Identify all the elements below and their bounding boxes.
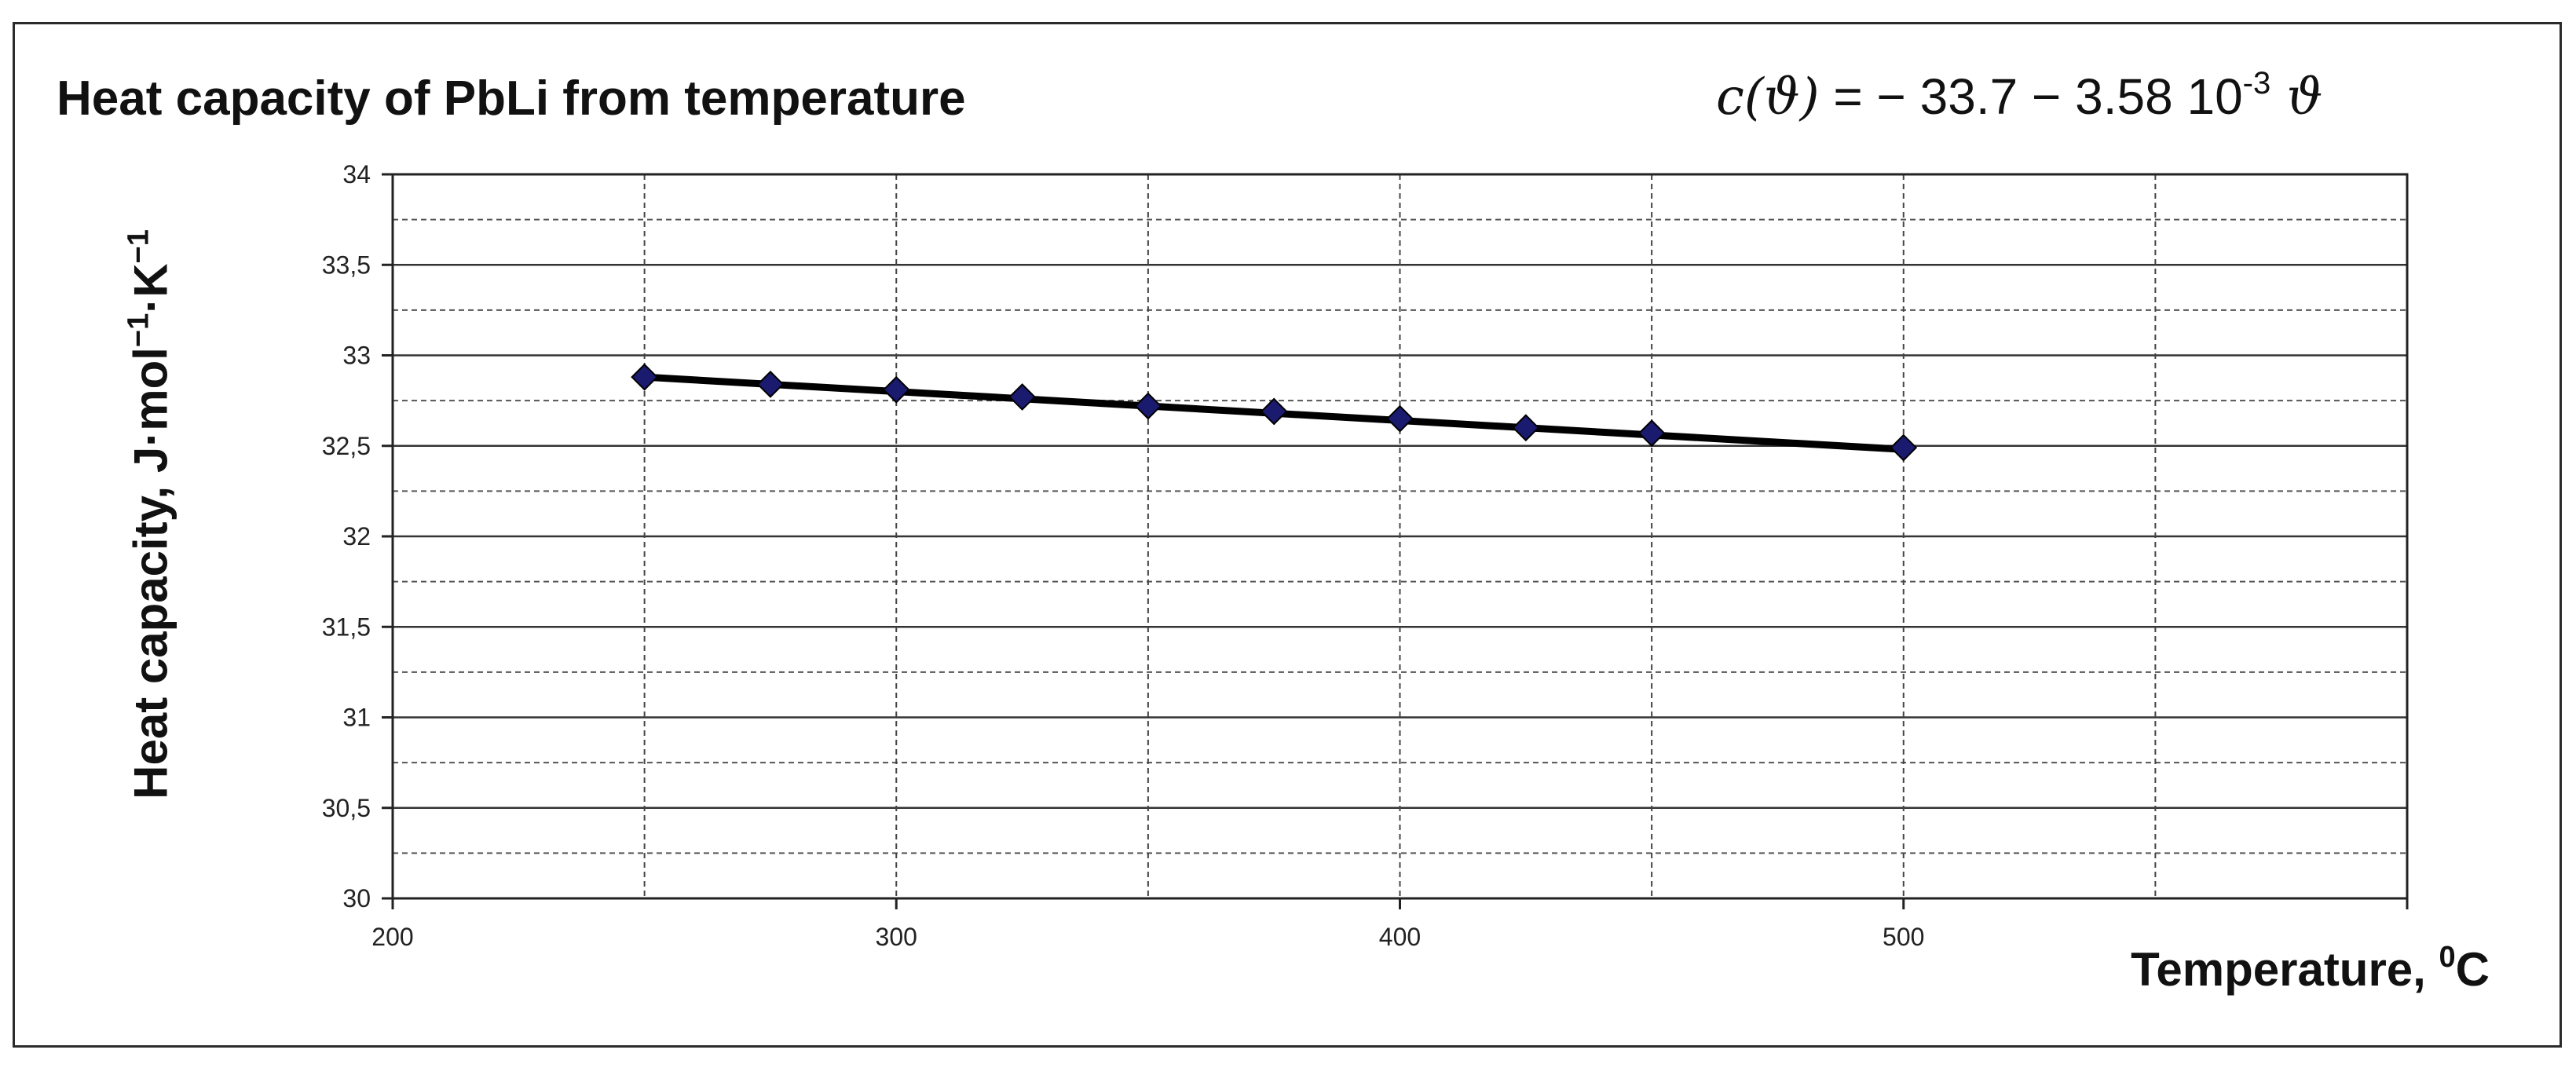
x-tick-label: 500 (1883, 923, 1924, 951)
data-point (1008, 383, 1036, 411)
chart-formula: c(ϑ) = − 33.7 − 3.58 10-3 ϑ (1716, 68, 2322, 126)
chart-title: Heat capacity of PbLi from temperature (57, 71, 966, 126)
y-tick-label: 33,5 (322, 251, 371, 279)
axes (382, 173, 2409, 909)
x-axis-label: Temperature, 0C (2131, 942, 2490, 997)
y-tick-label: 30 (342, 884, 371, 913)
formula-rhs-prefix: = − 33.7 − 3.58 10 (1819, 68, 2243, 125)
data-point (882, 375, 910, 404)
x-tick-label: 400 (1379, 923, 1421, 951)
y-tick-label: 33 (342, 342, 371, 370)
data-point (1512, 414, 1540, 442)
x-axis-label-text: Temperature, (2131, 943, 2439, 996)
formula-exponent: -3 (2242, 66, 2271, 101)
series (631, 363, 1918, 462)
chart-frame (13, 22, 2562, 1048)
data-point (1890, 433, 1918, 462)
y-tick-label: 32,5 (322, 432, 371, 460)
x-tick-label: 200 (371, 923, 413, 951)
y-tick-label: 30,5 (322, 794, 371, 822)
y-tick-label: 34 (342, 160, 371, 188)
y-tick-label: 31 (342, 704, 371, 732)
data-point (1386, 404, 1414, 433)
y-tick-label: 32 (342, 522, 371, 550)
data-point (1134, 392, 1162, 420)
y-tick-label: 31,5 (322, 613, 371, 641)
grid (393, 173, 2407, 900)
data-point (631, 363, 659, 391)
x-tick-label: 300 (876, 923, 917, 951)
formula-lhs: c(ϑ) (1716, 68, 1820, 126)
formula-rhs-suffix: ϑ (2270, 68, 2323, 126)
data-point (756, 370, 785, 398)
data-point (1260, 397, 1288, 426)
data-point (1637, 419, 1666, 448)
x-axis-label-sup: 0 (2439, 941, 2456, 974)
tick-labels: 30 30,5 31 31,5 32 32,5 33 33,5 34 200 300 400 500 (322, 160, 1925, 951)
x-axis-label-unit: C (2455, 943, 2490, 996)
